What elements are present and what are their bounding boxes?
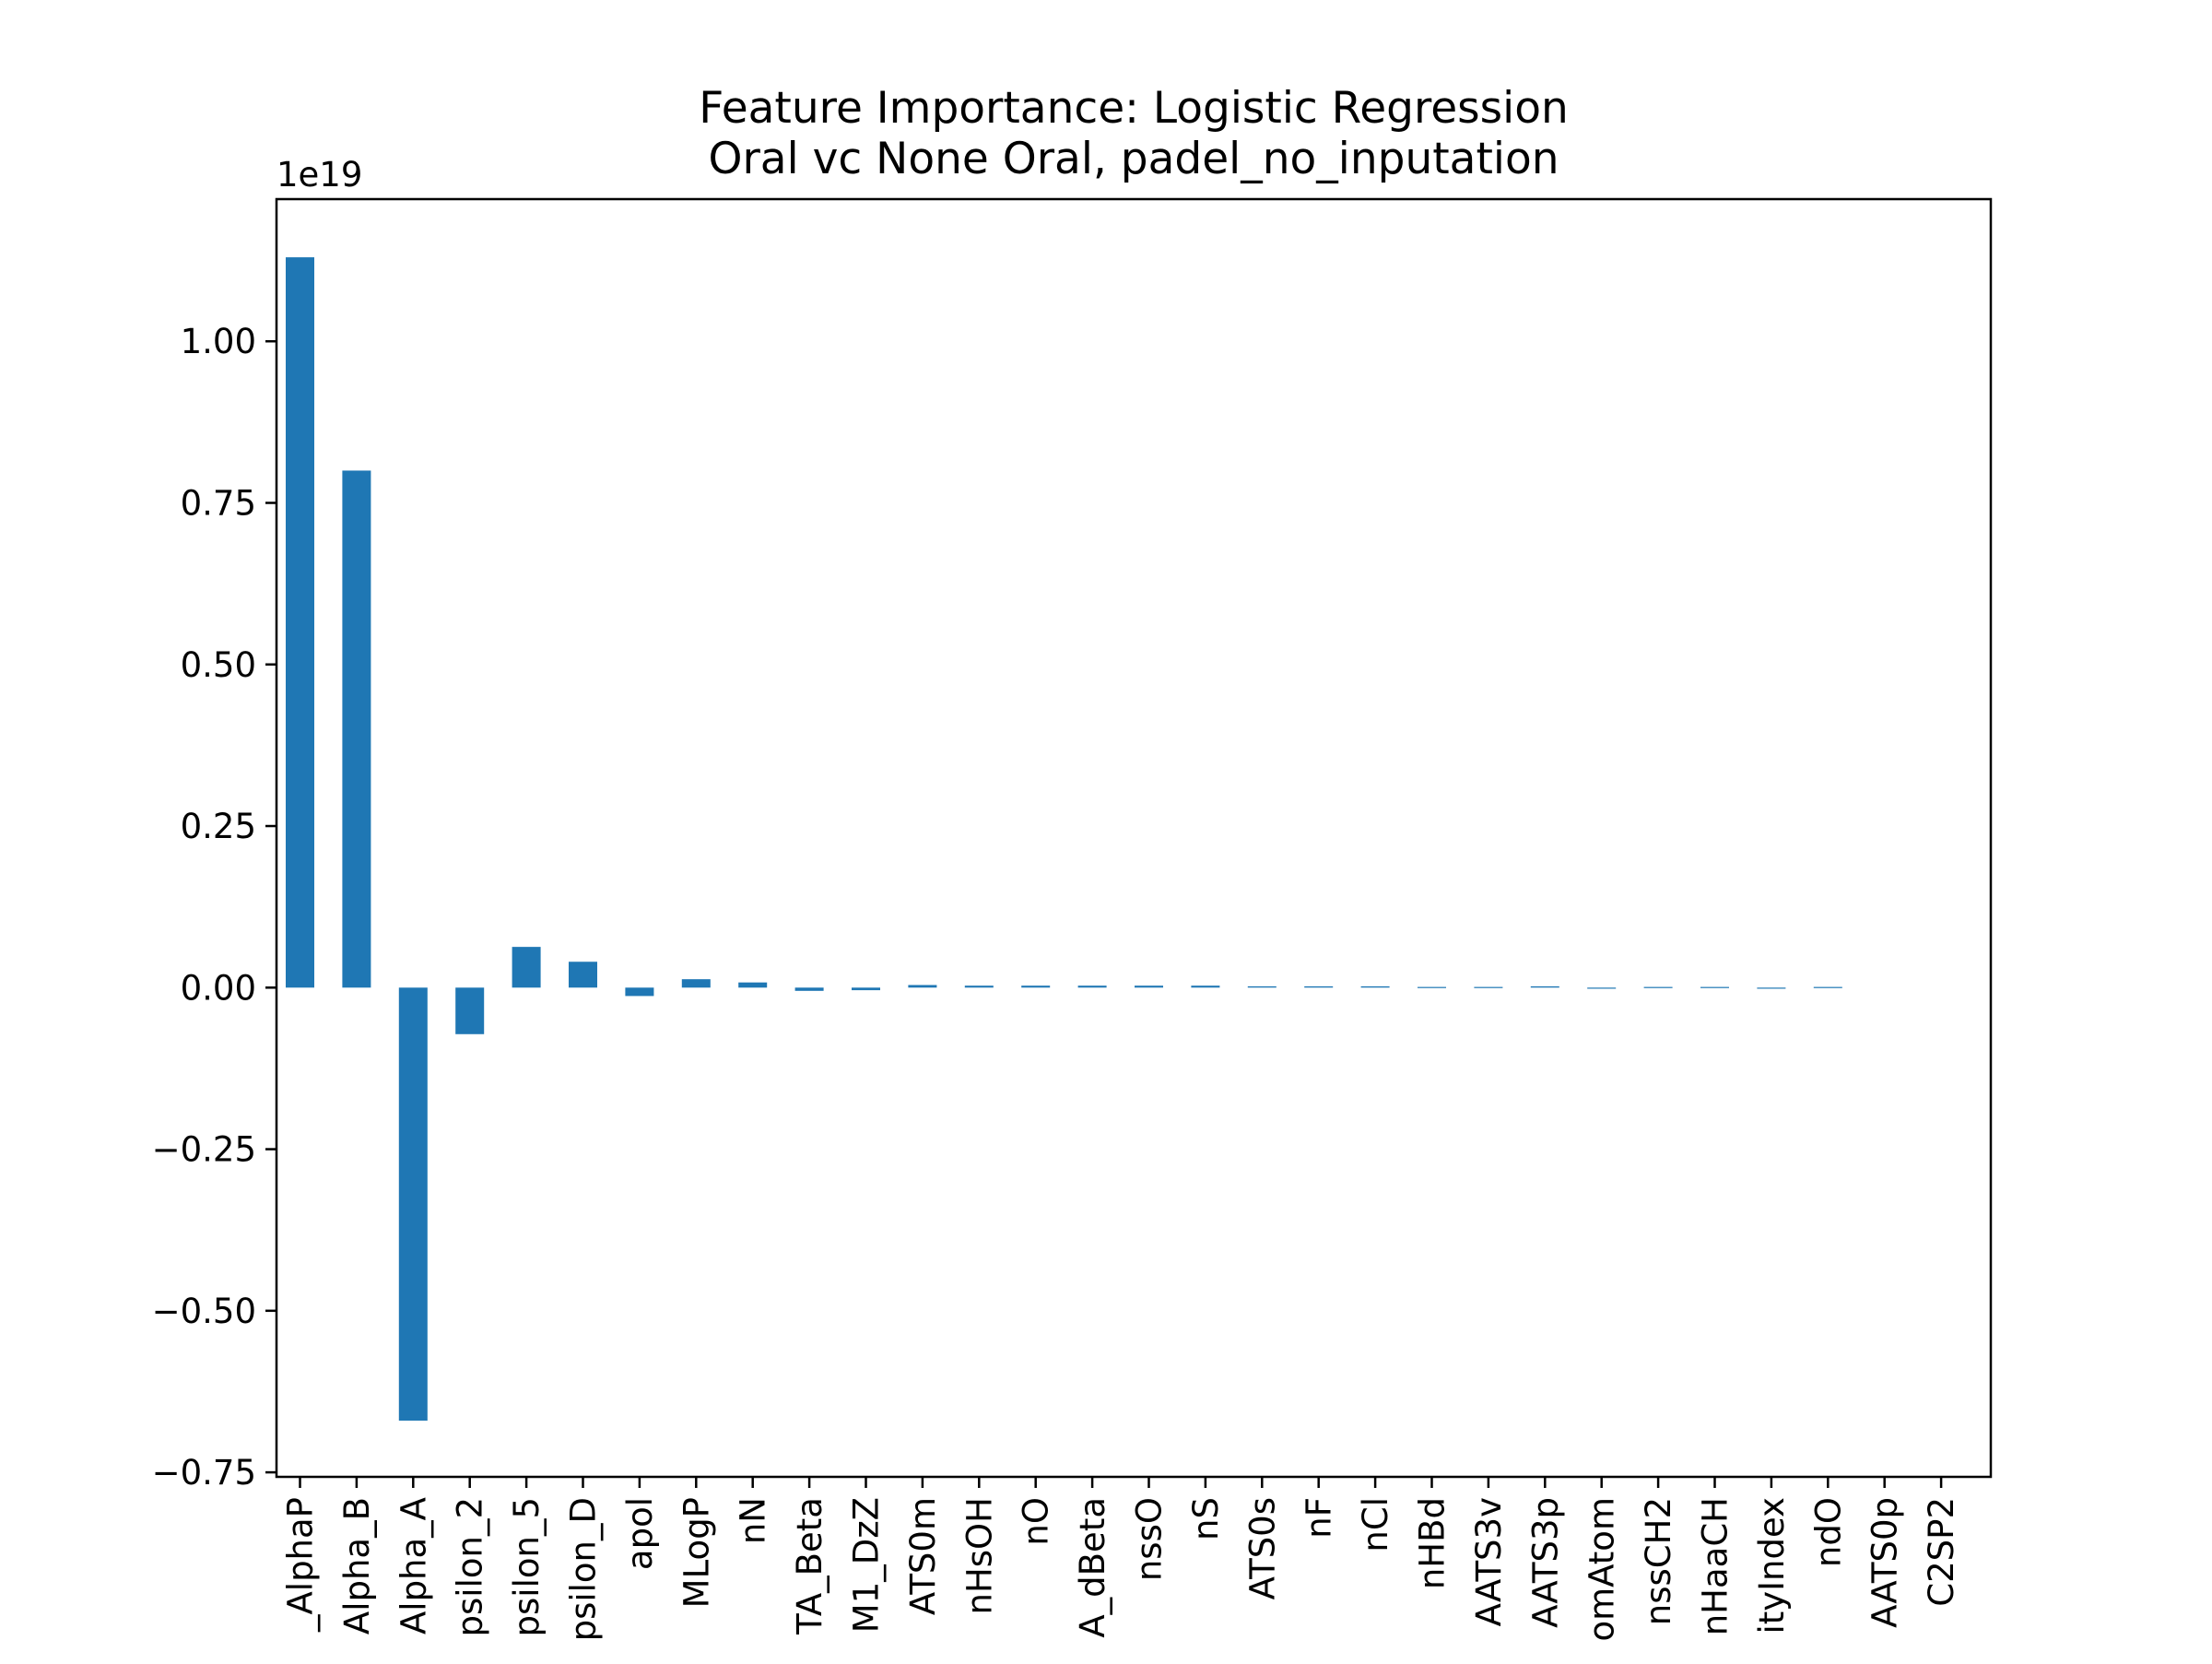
x-tick-label: psilon_D xyxy=(564,1497,604,1641)
x-tick-label: Alpha_B xyxy=(337,1497,377,1634)
bar-aats3p xyxy=(1530,985,1559,988)
bar-mlogp xyxy=(681,979,711,988)
x-tick-label: _AlphaP xyxy=(281,1497,321,1633)
bar-nsso xyxy=(1135,985,1163,988)
y-tick-label: 1.00 xyxy=(181,322,256,361)
x-tick-label: Alpha_A xyxy=(394,1497,433,1634)
y-tick-label: −0.25 xyxy=(152,1130,256,1170)
bar-nf xyxy=(1304,985,1334,988)
x-tick-label: nHsOH xyxy=(959,1497,999,1615)
bar-m1-dzz xyxy=(852,987,880,991)
x-tick-label: AATS3p xyxy=(1525,1497,1565,1628)
bar-alphap xyxy=(286,257,314,988)
bar-psilon-2 xyxy=(455,987,485,1034)
bar-apol xyxy=(625,987,654,997)
bar-psilon-5 xyxy=(512,947,541,988)
y-tick-label: −0.50 xyxy=(152,1292,256,1331)
x-tick-label: nO xyxy=(1017,1497,1056,1546)
x-tick-label: ATS0s xyxy=(1242,1497,1282,1599)
bar-ncl xyxy=(1360,985,1390,988)
x-tick-label: nHBd xyxy=(1413,1497,1453,1589)
bar-nssch2 xyxy=(1643,986,1673,988)
x-tick-label: A_dBeta xyxy=(1073,1497,1112,1638)
x-tick-label: nCl xyxy=(1356,1497,1395,1552)
bar-psilon-d xyxy=(569,962,597,988)
bar-nhbd xyxy=(1418,986,1446,988)
bar-ta-beta xyxy=(794,987,824,991)
chart-title: Feature Importance: Logistic Regression xyxy=(699,83,1569,134)
x-tick-label: ndO xyxy=(1808,1497,1848,1567)
bar-ats0m xyxy=(908,985,937,988)
bar-ndo xyxy=(1813,986,1842,988)
bar-nhsoh xyxy=(964,985,994,988)
bar-a-dbeta xyxy=(1077,985,1107,988)
bar-no xyxy=(1021,985,1051,988)
x-tick-label: nHaaCH xyxy=(1696,1497,1735,1635)
bar-ityindex xyxy=(1757,987,1786,989)
x-tick-label: MLogP xyxy=(677,1497,716,1608)
y-axis: −0.75 −0.50 −0.25 0.00 0.25 0.50 0.75 1.00 xyxy=(152,322,276,1493)
x-tick-label: psilon_2 xyxy=(451,1497,490,1636)
x-axis: _AlphaP Alpha_B Alpha_A psilon_2 psilon_5 psi… xyxy=(281,1477,1961,1642)
x-tick-label: omAtom xyxy=(1583,1497,1622,1642)
bar-nn xyxy=(738,982,768,988)
y-tick-label: 0.25 xyxy=(181,807,256,846)
x-tick-label: AATS0p xyxy=(1865,1497,1905,1628)
x-tick-label: nssO xyxy=(1130,1497,1170,1581)
x-tick-label: ityIndex xyxy=(1752,1497,1792,1634)
x-tick-label: nS xyxy=(1186,1497,1226,1540)
x-tick-label: nF xyxy=(1300,1497,1339,1539)
y-tick-label: −0.75 xyxy=(152,1453,256,1493)
x-tick-label: nN xyxy=(734,1497,773,1544)
bar-nhaach xyxy=(1700,986,1729,988)
bar-aats3v xyxy=(1474,986,1503,988)
x-tick-label: M1_DzZ xyxy=(847,1497,887,1633)
x-tick-label: AATS3v xyxy=(1469,1497,1509,1626)
bar-ns xyxy=(1191,985,1220,988)
y-tick-label: 0.50 xyxy=(181,645,256,685)
bar-omatom xyxy=(1587,987,1617,989)
x-tick-label: C2SP2 xyxy=(1922,1497,1961,1607)
x-tick-label: apol xyxy=(620,1497,660,1570)
bar-ats0s xyxy=(1247,985,1277,988)
x-tick-label: nssCH2 xyxy=(1639,1497,1678,1625)
chart-subtitle: Oral vc None Oral, padel_no_inputation xyxy=(708,134,1559,184)
y-tick-label: 0.00 xyxy=(181,968,256,1008)
x-tick-label: psilon_5 xyxy=(507,1497,547,1636)
bar-alpha-b xyxy=(342,470,371,988)
y-tick-label: 0.75 xyxy=(181,484,256,524)
plot-frame xyxy=(275,197,1993,1479)
bars-group xyxy=(286,257,1842,1422)
x-tick-label: ATS0m xyxy=(903,1497,943,1615)
y-axis-offset-label: 1e19 xyxy=(276,155,362,195)
bar-alpha-a xyxy=(398,987,428,1422)
x-tick-label: TA_Beta xyxy=(790,1497,830,1635)
